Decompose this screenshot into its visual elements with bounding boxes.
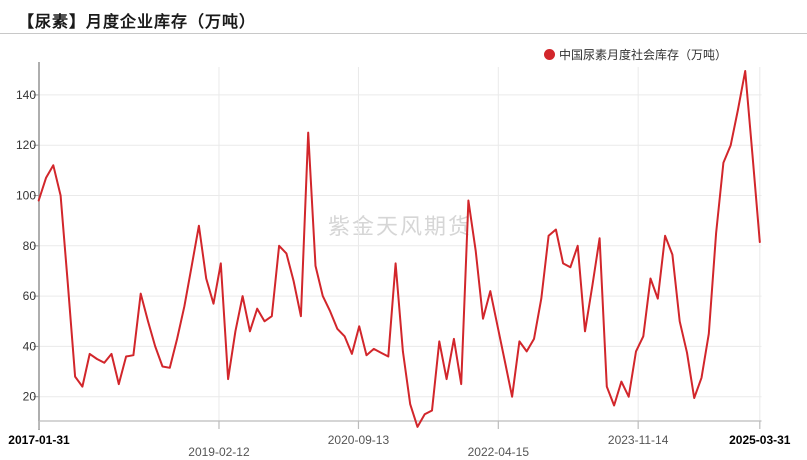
title-divider (0, 33, 807, 34)
x-axis-label: 2020-09-13 (328, 433, 390, 447)
x-axis-label: 2023-11-14 (608, 433, 669, 447)
x-axis-label: 2025-03-31 (729, 433, 791, 447)
y-axis-label: 100 (16, 189, 36, 203)
legend-label: 中国尿素月度社会库存（万吨） (559, 48, 728, 62)
chart-title: 【尿素】月度企业库存（万吨） (18, 14, 257, 31)
legend-item[interactable]: 中国尿素月度社会库存（万吨） (544, 46, 727, 63)
x-axis-label: 2019-02-12 (188, 445, 250, 459)
y-axis-label: 20 (23, 390, 37, 404)
y-axis-label: 120 (16, 138, 36, 152)
legend-marker-icon (544, 49, 555, 60)
y-axis-label: 40 (23, 339, 37, 353)
x-axis-label: 2022-04-15 (468, 445, 530, 459)
y-axis-label: 140 (16, 88, 36, 102)
y-axis-label: 60 (23, 289, 37, 303)
y-axis-label: 80 (23, 239, 37, 253)
x-axis-label: 2017-01-31 (8, 433, 70, 447)
series-line (37, 70, 761, 428)
